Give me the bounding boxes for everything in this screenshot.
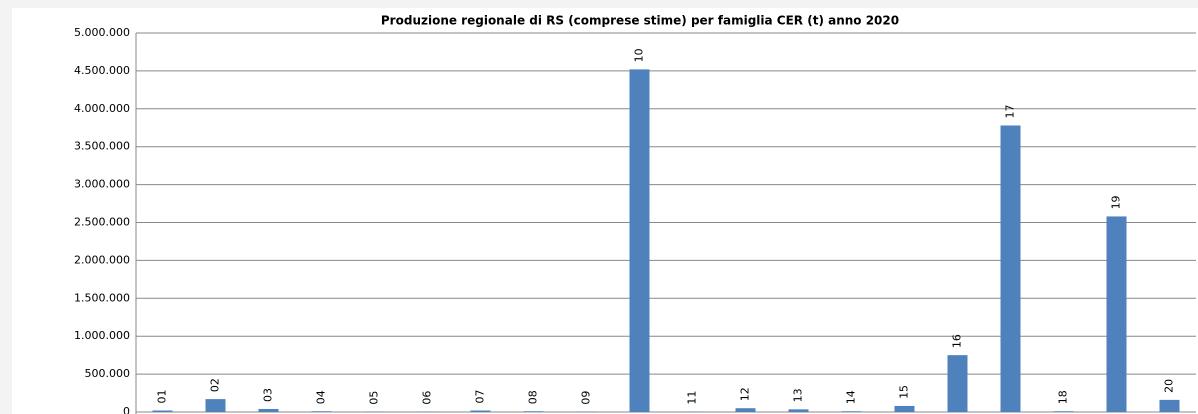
bar <box>470 410 491 412</box>
chart-title: Produzione regionale di RS (comprese sti… <box>381 14 899 28</box>
bar-category-label: 17 <box>1004 104 1017 118</box>
bar-category-label: 16 <box>951 334 964 348</box>
y-tick-label: 2.000.000 <box>74 253 130 266</box>
bar-category-label: 07 <box>474 389 487 403</box>
y-tick-label: 1.000.000 <box>74 329 130 342</box>
bar <box>523 411 544 412</box>
y-tick-label: 4.000.000 <box>74 102 130 115</box>
bar-category-label: 05 <box>368 391 381 405</box>
bar-category-label: 14 <box>845 390 858 404</box>
bar <box>841 411 862 412</box>
bar-category-label: 06 <box>421 391 434 405</box>
bar-category-label: 09 <box>580 391 593 405</box>
bar <box>629 69 650 412</box>
y-tick-label: 3.500.000 <box>74 140 130 153</box>
bar <box>258 408 279 412</box>
bar <box>1106 216 1127 412</box>
bar-category-label: 01 <box>156 389 169 403</box>
chart-area <box>12 8 1198 414</box>
bar-category-label: 18 <box>1057 390 1070 404</box>
y-tick-label: 0 <box>123 405 130 414</box>
bar-category-label: 12 <box>739 387 752 401</box>
bar-category-label: 20 <box>1163 379 1176 393</box>
bar-category-label: 19 <box>1110 195 1123 209</box>
bar <box>1159 399 1180 412</box>
y-tick-label: 5.000.000 <box>74 26 130 39</box>
bar-category-label: 13 <box>792 388 805 402</box>
bar <box>894 405 915 412</box>
bar-category-label: 15 <box>898 385 911 399</box>
y-tick-label: 4.500.000 <box>74 64 130 77</box>
y-tick-label: 2.500.000 <box>74 216 130 229</box>
bar-category-label: 10 <box>633 48 646 62</box>
y-tick-label: 500.000 <box>85 367 131 380</box>
bar <box>1000 125 1021 412</box>
bar <box>735 408 756 412</box>
bar-category-label: 03 <box>262 388 275 402</box>
bar <box>205 399 226 412</box>
bar <box>152 410 173 412</box>
bar-category-label: 11 <box>686 391 699 405</box>
bar <box>1053 411 1074 412</box>
y-tick-label: 1.500.000 <box>74 291 130 304</box>
bar <box>947 355 968 412</box>
bar-category-label: 08 <box>527 390 540 404</box>
y-tick-label: 3.000.000 <box>74 178 130 191</box>
bar-category-label: 04 <box>315 390 328 404</box>
bar-category-label: 02 <box>209 378 222 392</box>
bar <box>788 409 809 412</box>
bar <box>311 411 332 412</box>
